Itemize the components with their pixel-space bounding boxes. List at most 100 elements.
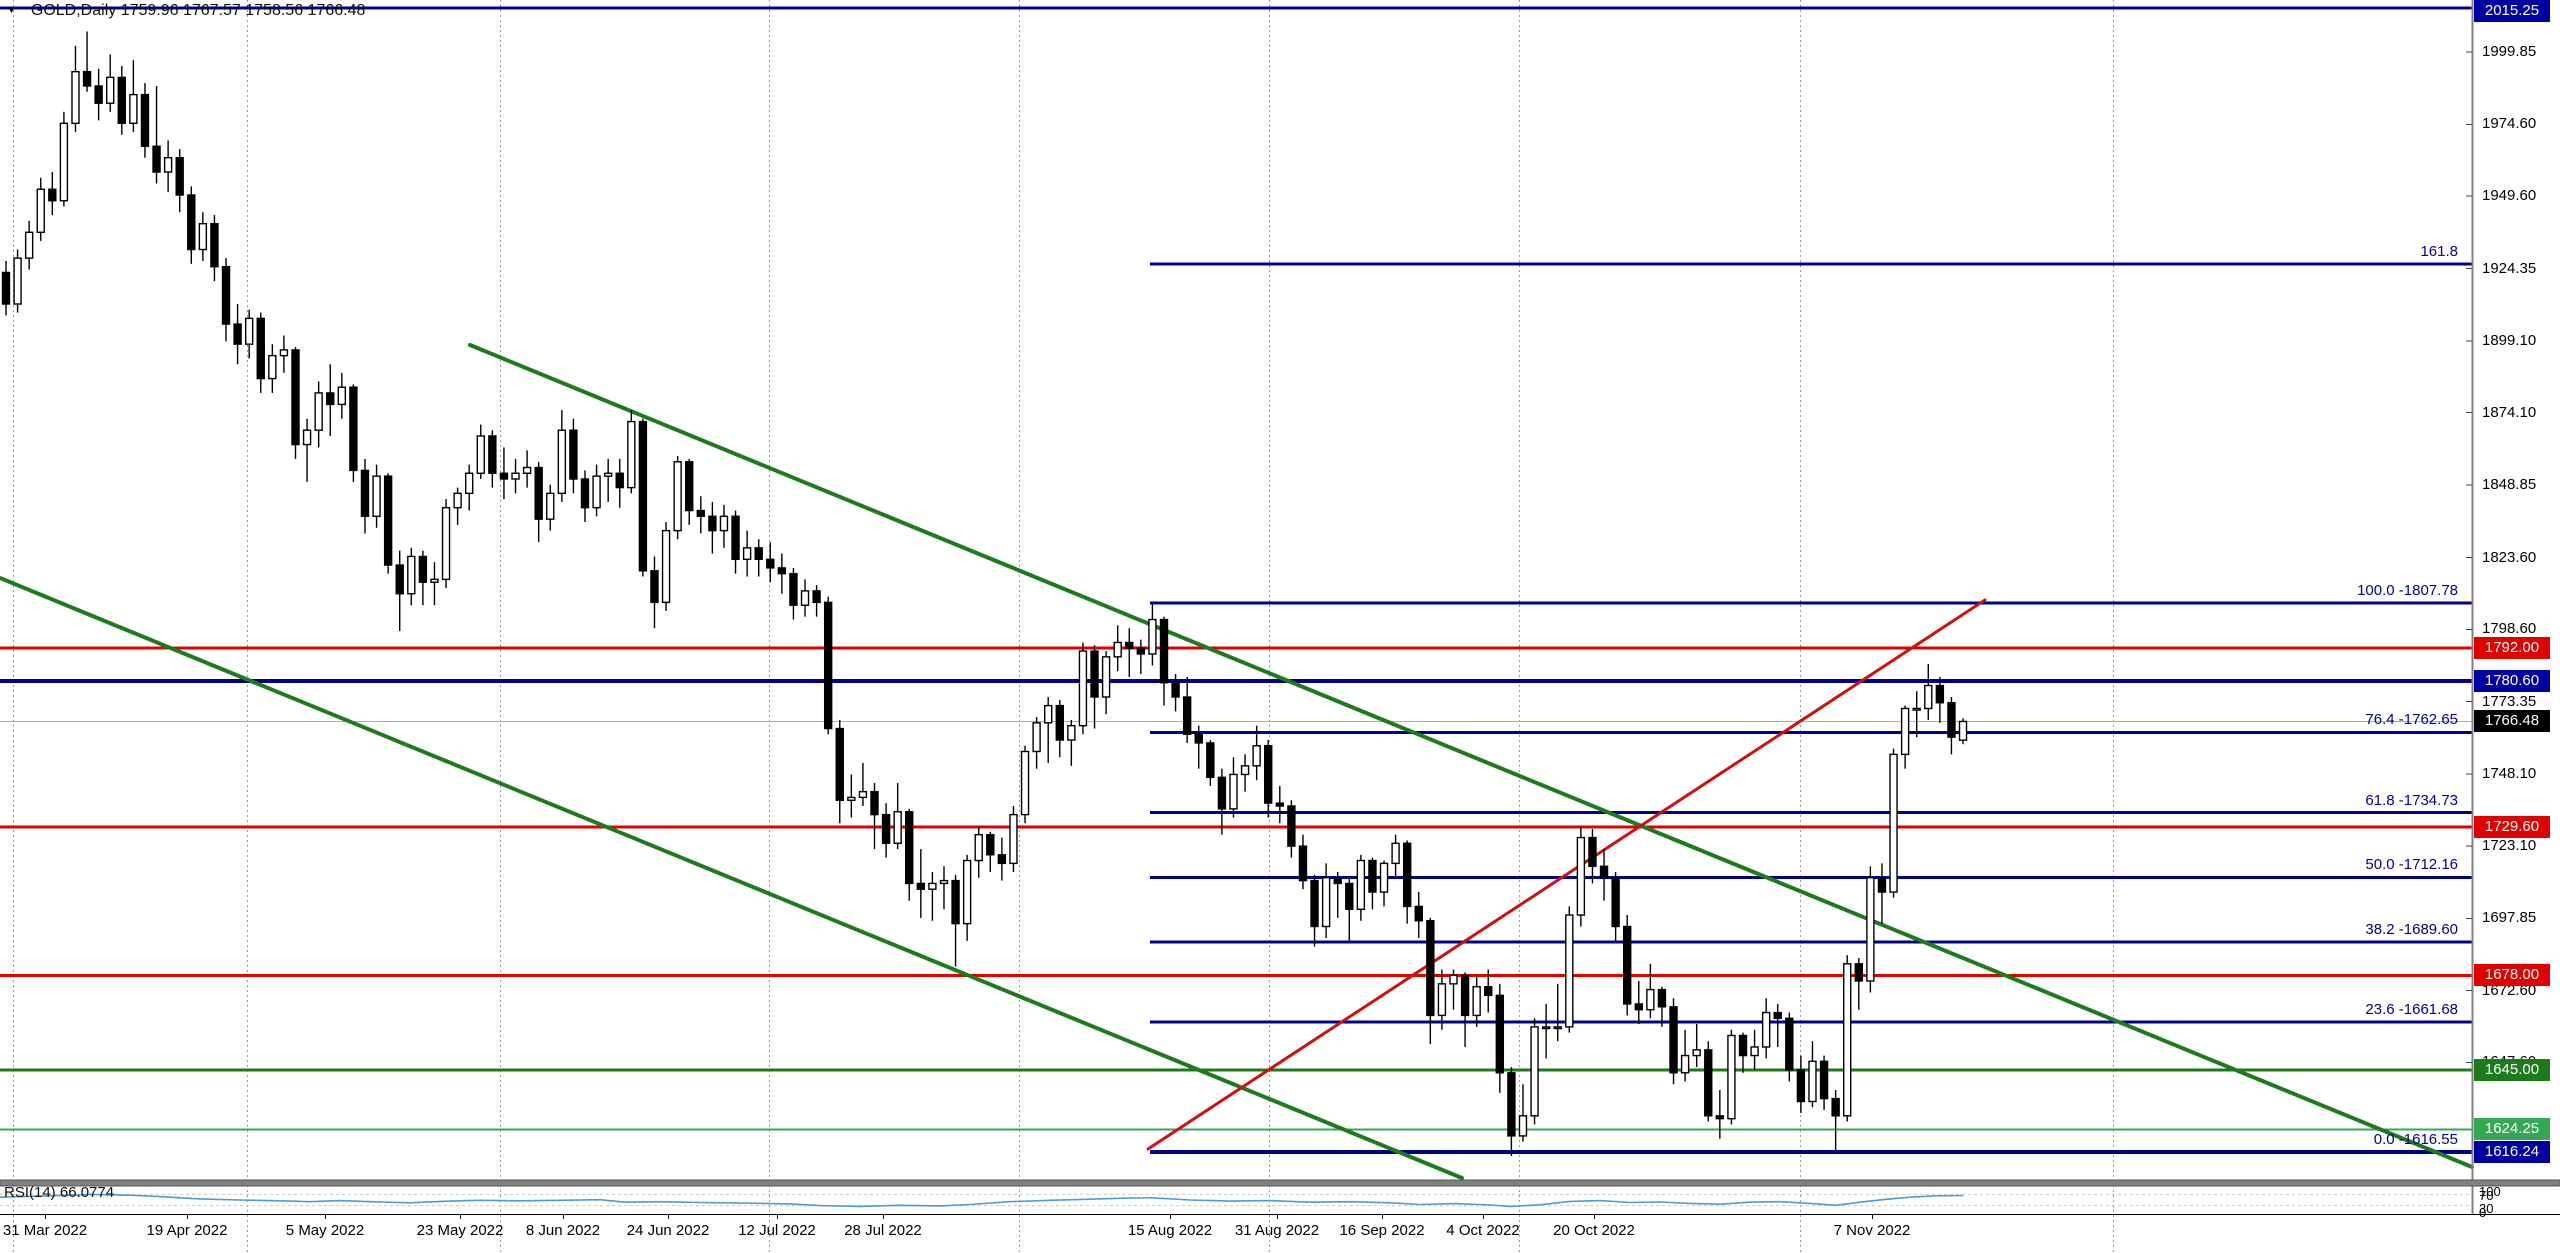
candle-bullish (592, 475, 601, 509)
rsi-scale-label: 0 (2479, 1205, 2487, 1220)
red-ascending-trendline[interactable] (1146, 598, 1987, 1151)
candle-bearish (766, 558, 775, 569)
candle-bullish (1379, 862, 1389, 893)
candle-bullish (198, 222, 208, 251)
candle-bearish (383, 475, 393, 566)
candle-bullish (1530, 1026, 1539, 1117)
candle-bullish (719, 515, 729, 532)
date-label: 23 May 2022 (416, 1222, 504, 1239)
candle-bearish (1368, 859, 1377, 893)
chart-title: ▼ GOLD,Daily 1759.96 1767.57 1758.56 1766… (6, 2, 365, 20)
candle-bullish (129, 93, 138, 124)
candle-bearish (1935, 684, 1945, 704)
candle-bullish (244, 317, 254, 345)
candle-bearish (152, 145, 161, 173)
candle-bearish (1669, 1006, 1678, 1074)
candle-bearish (1738, 1034, 1748, 1057)
candle-bullish (337, 386, 347, 406)
candle-bearish (1402, 842, 1412, 908)
candle-bullish (928, 882, 937, 890)
candle-bearish (812, 590, 821, 604)
candle-bearish (1947, 702, 1956, 738)
green-channel-upper-trendline[interactable] (468, 343, 2474, 1169)
candle-bearish (823, 601, 833, 730)
candle-bearish (986, 833, 995, 856)
price-tick-label: 1974.60 (2482, 115, 2537, 133)
candle-bullish (1449, 974, 1458, 985)
candle-bullish (1565, 914, 1574, 1028)
candle-bullish (453, 492, 462, 509)
candle-bearish (256, 317, 265, 380)
candle-bullish (1067, 724, 1076, 741)
candle-bullish (800, 590, 810, 606)
candle-bullish (1576, 836, 1586, 916)
candle-bullish (627, 420, 636, 489)
candle-bullish (106, 76, 115, 104)
candle-bearish (1715, 1115, 1725, 1120)
candle-bullish (1750, 1046, 1759, 1057)
candle-bullish (36, 188, 45, 233)
candle-bearish (835, 727, 844, 801)
candle-bullish (1229, 773, 1238, 810)
candle-bullish (24, 231, 34, 259)
price-badge: 1645.00 (2474, 1058, 2550, 1081)
candle-bearish (997, 854, 1007, 865)
candle-bearish (82, 70, 92, 87)
candle-bullish (1761, 1011, 1771, 1048)
price-tick-label: 1823.60 (2482, 548, 2537, 566)
pane-separator[interactable] (0, 1179, 2560, 1187)
candle-bullish (1912, 707, 1921, 711)
candle-bullish (430, 578, 439, 583)
object-marker-icon: ▼ (6, 4, 17, 16)
candle-bearish (1333, 877, 1342, 885)
candle-bullish (858, 790, 868, 799)
candle-bearish (117, 76, 127, 124)
candle-bullish (1692, 1049, 1701, 1057)
candle-bullish (1727, 1034, 1736, 1120)
candle-bearish (1622, 925, 1632, 1005)
rsi-line (0, 1193, 1964, 1208)
candle-bearish (395, 564, 404, 595)
candle-bearish (1194, 733, 1203, 744)
date-label: 8 Jun 2022 (525, 1222, 601, 1239)
candle-bearish (1125, 641, 1134, 649)
candle-bearish (326, 392, 335, 406)
price-tick-label: 1999.85 (2482, 43, 2537, 60)
candle-bullish (1553, 1026, 1562, 1030)
candle-bearish (685, 461, 694, 512)
candle-bearish (1136, 647, 1146, 655)
price-tick-label: 1899.10 (2482, 332, 2537, 349)
candle-bullish (1646, 988, 1655, 1011)
price-tick-label: 1748.10 (2482, 765, 2537, 783)
price-badge: 1780.60 (2474, 669, 2550, 692)
candle-bullish (893, 811, 902, 845)
candle-bearish (650, 570, 659, 604)
price-badge: 1792.00 (2474, 637, 2550, 660)
candle-bearish (777, 567, 787, 575)
date-label: 15 Aug 2022 (1127, 1222, 1213, 1239)
candle-bearish (1206, 742, 1215, 779)
candle-bullish (1252, 745, 1261, 767)
date-label: 19 Apr 2022 (146, 1222, 228, 1239)
candle-bearish (210, 222, 219, 268)
candle-bullish (1043, 704, 1053, 724)
candle-bullish (939, 879, 949, 885)
candle-bearish (905, 811, 914, 885)
candle-bearish (1217, 776, 1227, 810)
candle-bearish (1634, 1003, 1643, 1011)
candle-bullish (1472, 986, 1481, 1017)
candle-bullish (603, 472, 613, 477)
candle-bearish (233, 323, 242, 345)
green-channel-lower-trendline[interactable] (0, 576, 1464, 1180)
candle-bullish (476, 435, 485, 474)
candle-bearish (731, 515, 740, 561)
candle-bullish (1866, 877, 1875, 982)
candle-bullish (1101, 656, 1111, 698)
candle-bullish (557, 429, 567, 495)
price-tick-label: 1924.35 (2482, 259, 2537, 277)
candle-bullish (407, 555, 416, 595)
date-label: 31 Mar 2022 (2, 1222, 88, 1239)
candle-bearish (916, 882, 926, 890)
candle-bearish (1287, 805, 1296, 847)
